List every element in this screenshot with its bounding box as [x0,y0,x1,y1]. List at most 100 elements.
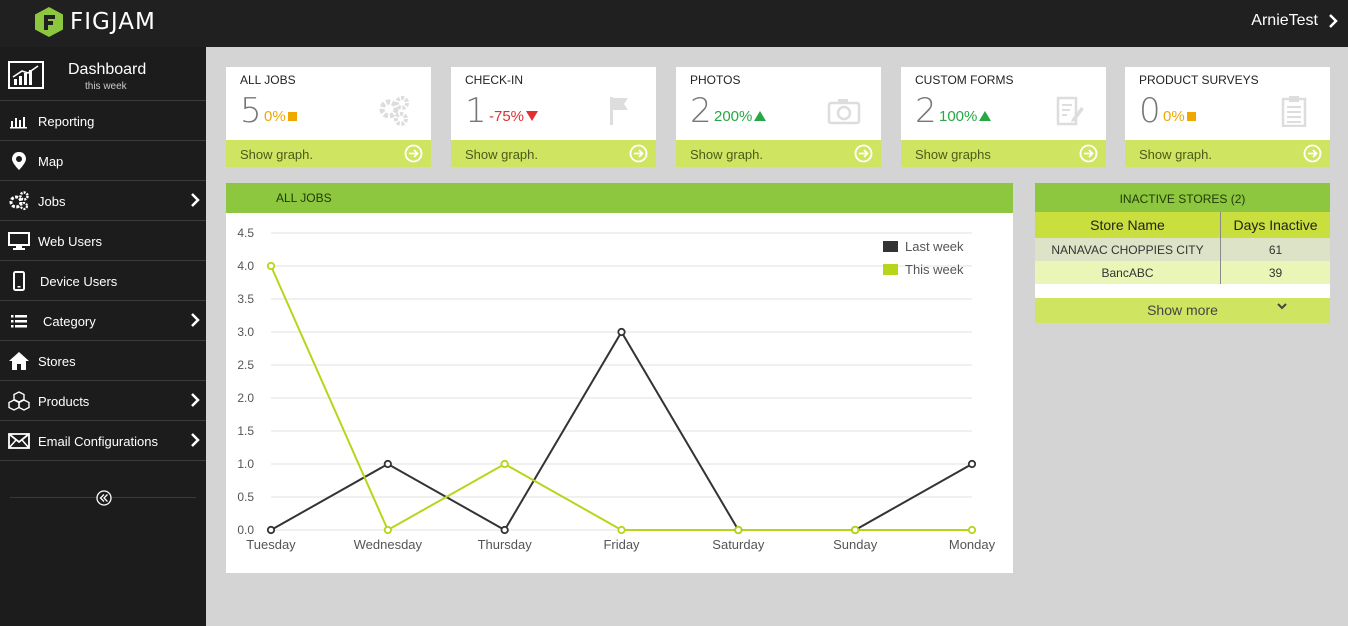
arrow-circle-right-icon [1303,144,1322,163]
figjam-logo-icon [35,7,63,37]
sidebar-item-label: Jobs [38,194,66,209]
gears-icon [379,96,409,126]
card-value: 1 [465,91,487,131]
card-percent: 0% [1163,108,1196,125]
data-point [851,525,860,535]
logo-text: FIGJAM [70,9,156,35]
data-point [383,525,392,535]
sidebar-item-label: Stores [38,354,76,369]
store-name-cell: NANAVAC CHOPPIES CITY [1051,243,1204,257]
table-row[interactable]: NANAVAC CHOPPIES CITY 61 [1035,238,1330,261]
days-inactive-cell: 39 [1220,261,1330,284]
envelope-icon [8,433,30,449]
sidebar-dashboard[interactable]: Dashboard this week [0,47,206,101]
column-header-days-inactive[interactable]: Days Inactive [1220,212,1330,238]
card-percent: 200% [714,108,767,125]
logo[interactable]: FIGJAM [34,6,156,38]
chevron-right-icon [191,433,200,447]
sidebar-item-label: Reporting [38,114,95,129]
bar-chart-icon [10,117,27,129]
sidebar-dashboard-title: Dashboard [68,61,147,78]
legend-label: This week [905,262,964,277]
x-tick-label: Saturday [712,537,765,552]
y-tick-label: 2.5 [237,358,254,372]
sidebar-item-products[interactable]: Products [0,381,206,421]
card-product-surveys: PRODUCT SURVEYS 0 0% Show graph. [1125,67,1330,167]
chevron-down-icon [1277,303,1287,310]
card-value: 2 [690,91,712,131]
list-icon [11,315,27,328]
chevron-right-icon [191,193,200,207]
map-pin-icon [12,152,26,170]
user-name: ArnieTest [1251,12,1318,29]
card-percent: 0% [264,108,297,125]
y-tick-label: 0.0 [237,523,254,537]
show-graphs-button[interactable]: Show graphs [901,140,1106,167]
card-value: 5 [240,91,262,131]
card-title: ALL JOBS [240,73,296,87]
chevron-right-icon [191,393,200,407]
column-header-store-name[interactable]: Store Name [1090,217,1165,233]
days-inactive-cell: 61 [1220,238,1330,261]
card-title: CUSTOM FORMS [915,73,1014,87]
camera-icon [827,99,861,125]
store-name-cell: BancABC [1101,266,1154,280]
sidebar-item-email-configurations[interactable]: Email Configurations [0,421,206,461]
card-photos: PHOTOS 2 200% Show graph. [676,67,881,167]
y-tick-label: 3.0 [237,325,254,339]
card-custom-forms: CUSTOM FORMS 2 100% Show graphs [901,67,1106,167]
table-row[interactable]: BancABC 39 [1035,261,1330,284]
home-icon [9,352,29,370]
phone-icon [13,271,25,291]
arrow-circle-right-icon [854,144,873,163]
chevron-right-icon [191,313,200,327]
data-point [967,459,977,469]
show-graph-button[interactable]: Show graph. [676,140,881,167]
line-chart: 0.0 0.5 1.0 1.5 2.0 2.5 3.0 3.5 4.0 4.5 Tuesday We… [237,226,996,552]
inactive-stores-panel: INACTIVE STORES (2) Store Name Days Inac… [1035,183,1330,323]
x-tick-label: Thursday [478,537,533,552]
card-title: PHOTOS [690,73,741,87]
y-tick-label: 0.5 [237,490,254,504]
trend-down-icon [526,111,539,121]
show-graph-label: Show graph. [1139,147,1212,162]
card-value: 0 [1139,91,1161,131]
legend-swatch [883,264,898,275]
show-graph-button[interactable]: Show graph. [226,140,431,167]
sidebar-item-category[interactable]: Category [0,301,206,341]
sidebar-item-reporting[interactable]: Reporting [0,101,206,141]
x-tick-label: Friday [603,537,640,552]
card-title: CHECK-IN [465,73,524,87]
sidebar-item-label: Web Users [38,234,103,249]
chevron-right-icon [1329,14,1338,28]
data-point [734,525,743,535]
show-graph-button[interactable]: Show graph. [1125,140,1330,167]
show-graph-label: Show graph. [690,147,763,162]
arrow-circle-right-icon [629,144,648,163]
y-tick-label: 1.0 [237,457,254,471]
sidebar-item-map[interactable]: Map [0,141,206,181]
sidebar-item-web-users[interactable]: Web Users [0,221,206,261]
sidebar-item-jobs[interactable]: Jobs [0,181,206,221]
top-bar: FIGJAM ArnieTest [0,0,1348,47]
show-graph-button[interactable]: Show graph. [451,140,656,167]
sidebar-item-label: Email Configurations [38,434,158,449]
sidebar-item-stores[interactable]: Stores [0,341,206,381]
show-more-button[interactable]: Show more [1035,298,1330,323]
user-menu[interactable]: ArnieTest [1251,12,1338,30]
sidebar-item-device-users[interactable]: Device Users [0,261,206,301]
trend-up-icon [754,111,767,121]
data-point [383,459,392,469]
sidebar-item-label: Device Users [40,274,118,289]
monitor-icon [8,232,30,250]
collapse-sidebar-icon[interactable] [95,489,113,507]
x-tick-label: Wednesday [354,537,423,552]
x-tick-label: Monday [949,537,996,552]
card-title: PRODUCT SURVEYS [1139,73,1259,87]
trend-flat-icon [287,112,297,121]
card-percent-text: 0% [264,108,286,125]
data-point [500,459,509,469]
arrow-circle-right-icon [404,144,423,163]
x-tick-label: Tuesday [246,537,296,552]
chart-panel-title: ALL JOBS [226,183,1013,213]
